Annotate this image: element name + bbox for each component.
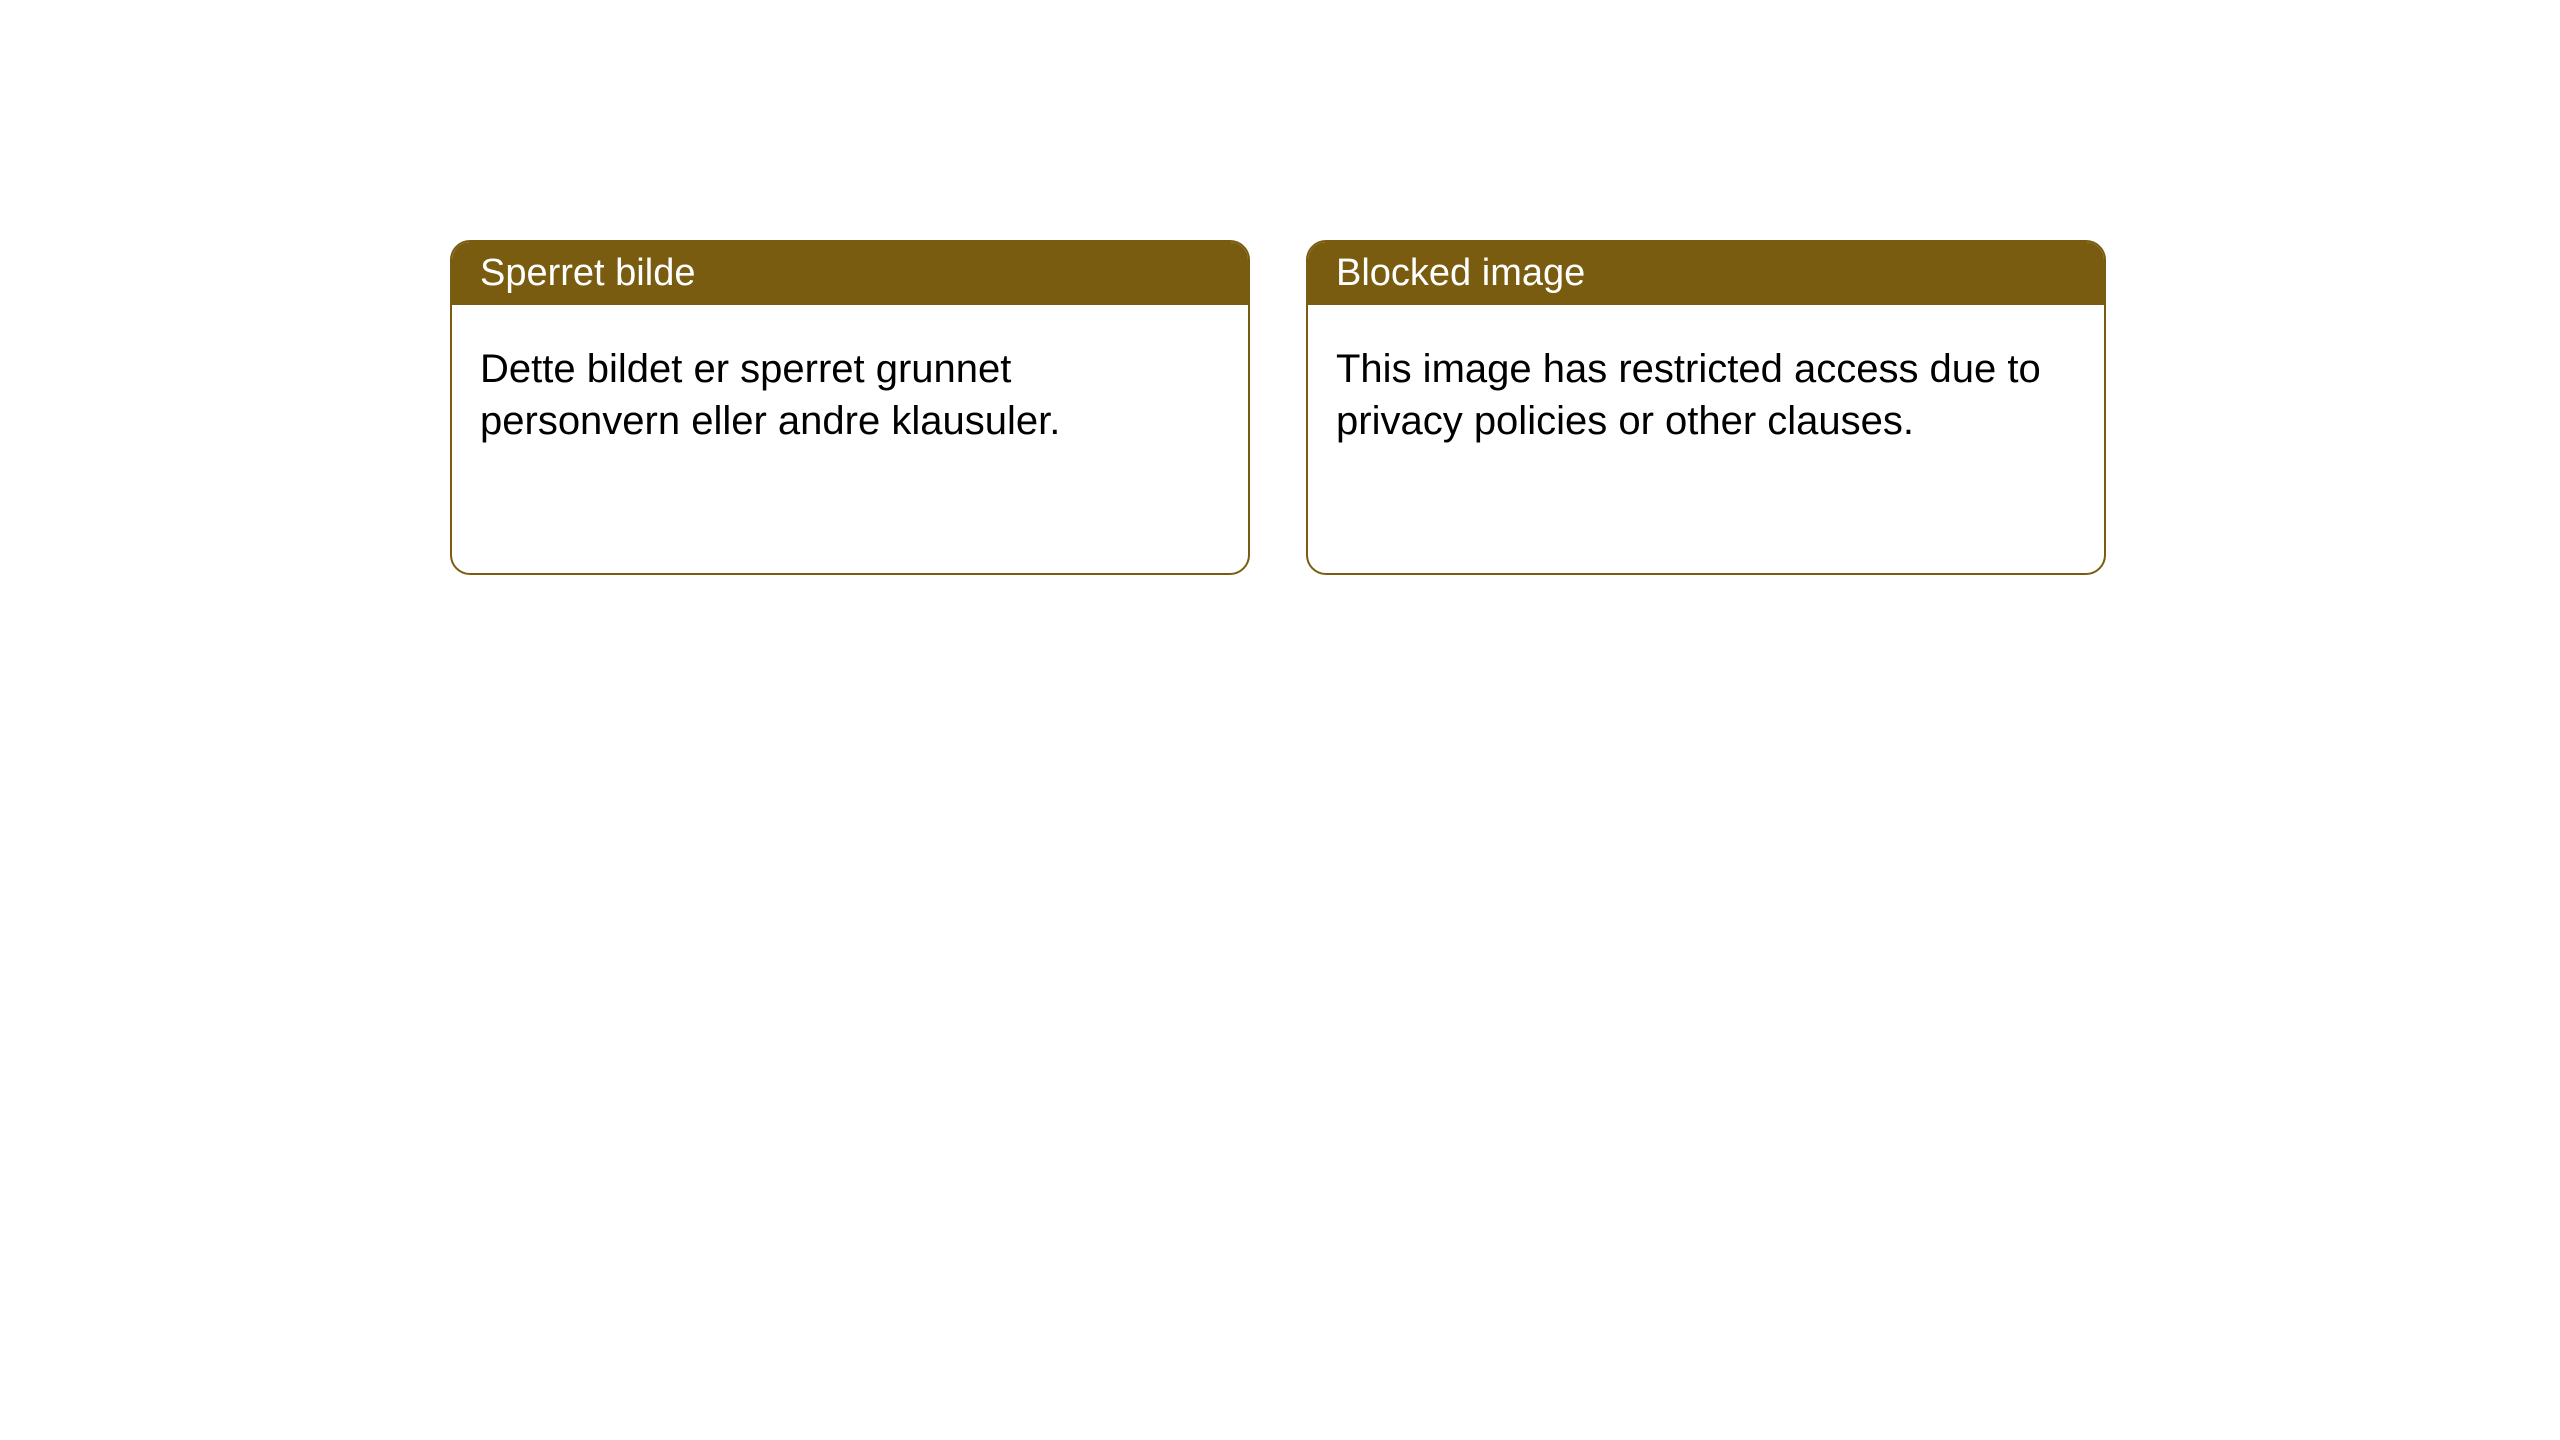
- message-box-norwegian: Sperret bilde Dette bildet er sperret gr…: [450, 240, 1250, 575]
- message-body-english: This image has restricted access due to …: [1308, 305, 2104, 485]
- message-header-norwegian: Sperret bilde: [452, 242, 1248, 305]
- message-header-english: Blocked image: [1308, 242, 2104, 305]
- message-container: Sperret bilde Dette bildet er sperret gr…: [450, 240, 2106, 575]
- message-body-norwegian: Dette bildet er sperret grunnet personve…: [452, 305, 1248, 485]
- message-box-english: Blocked image This image has restricted …: [1306, 240, 2106, 575]
